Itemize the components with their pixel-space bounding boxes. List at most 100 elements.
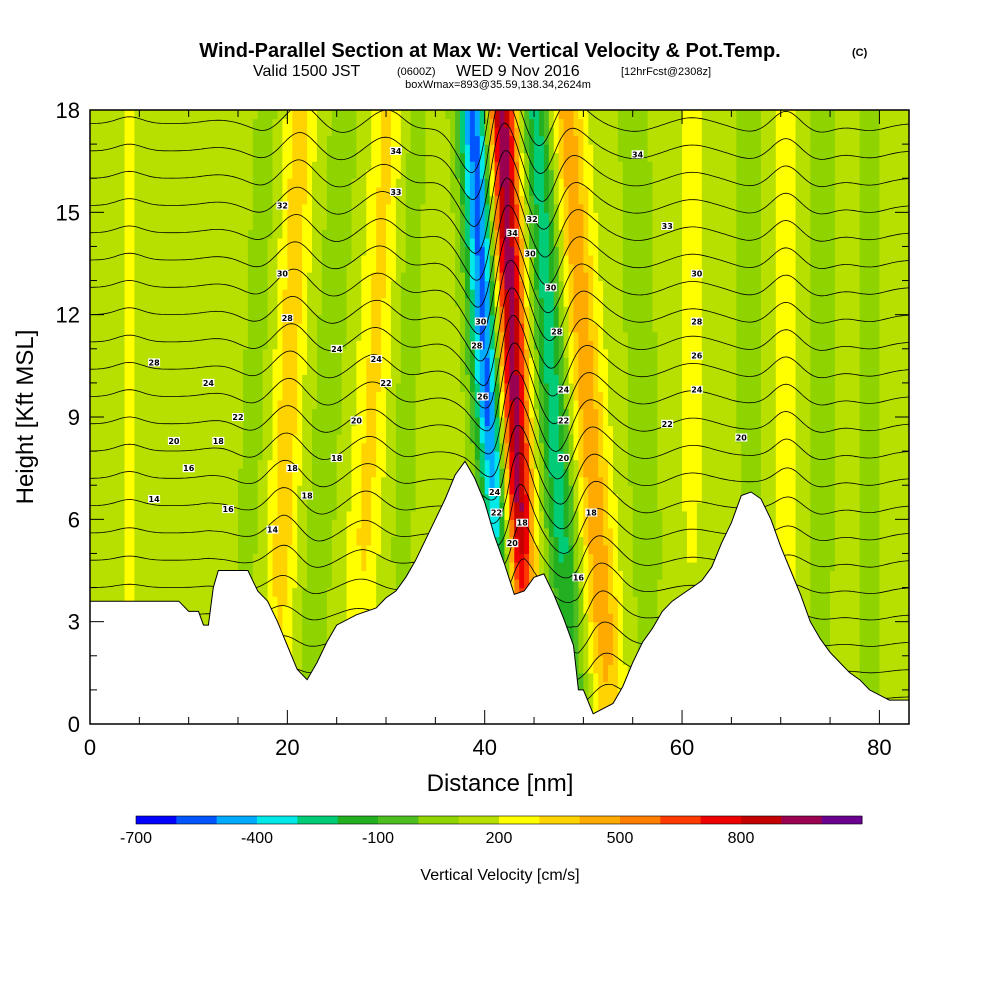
velocity-cell <box>262 135 269 145</box>
velocity-cell <box>144 237 150 248</box>
velocity-cell <box>312 434 318 444</box>
velocity-cell <box>129 468 135 478</box>
velocity-cell <box>104 451 111 461</box>
velocity-cell <box>164 161 170 171</box>
velocity-cell <box>144 485 150 495</box>
velocity-cell <box>277 553 284 563</box>
velocity-cell <box>94 272 101 282</box>
velocity-cell <box>109 391 116 401</box>
velocity-cell <box>420 195 427 205</box>
velocity-cell <box>139 203 145 213</box>
velocity-cell <box>277 527 284 537</box>
velocity-cell <box>361 485 367 495</box>
velocity-cell <box>297 280 303 290</box>
velocity-cell <box>356 587 362 597</box>
velocity-cell <box>386 434 392 444</box>
velocity-cell <box>410 442 417 452</box>
velocity-cell <box>213 357 219 367</box>
velocity-cell <box>376 280 382 290</box>
velocity-cell <box>173 186 180 196</box>
velocity-cell <box>94 493 101 503</box>
velocity-cell <box>119 527 126 537</box>
velocity-cell <box>109 186 116 196</box>
velocity-cell <box>134 169 140 179</box>
velocity-cell <box>420 144 427 154</box>
velocity-cell <box>188 604 195 614</box>
velocity-cell <box>168 399 175 410</box>
velocity-cell <box>218 485 224 495</box>
velocity-cell <box>183 493 190 503</box>
velocity-cell <box>381 451 387 461</box>
velocity-cell <box>193 476 200 486</box>
velocity-cell <box>213 527 219 537</box>
velocity-cell <box>257 289 264 299</box>
velocity-cell <box>257 365 264 375</box>
velocity-cell <box>287 246 293 256</box>
velocity-cell <box>336 306 343 316</box>
velocity-cell <box>109 118 116 128</box>
velocity-cell <box>361 254 367 265</box>
velocity-cell <box>312 135 318 145</box>
velocity-cell <box>292 118 298 128</box>
velocity-cell <box>307 468 313 478</box>
velocity-cell <box>193 289 200 299</box>
velocity-cell <box>371 468 377 478</box>
velocity-cell <box>316 323 323 333</box>
velocity-cell <box>168 596 175 606</box>
velocity-cell <box>129 237 135 248</box>
velocity-cell <box>149 399 155 410</box>
velocity-cell <box>183 110 190 120</box>
velocity-cell <box>336 510 343 520</box>
velocity-cell <box>376 391 382 401</box>
velocity-cell <box>94 365 101 375</box>
velocity-cell <box>405 544 412 555</box>
velocity-cell <box>336 203 343 213</box>
velocity-cell <box>208 425 214 435</box>
velocity-cell <box>198 263 205 273</box>
velocity-cell <box>257 118 264 128</box>
velocity-cell <box>366 195 372 205</box>
velocity-cell <box>129 553 135 563</box>
velocity-cell <box>272 417 279 427</box>
velocity-cell <box>302 135 308 145</box>
velocity-cell <box>356 391 362 401</box>
velocity-cell <box>341 553 348 563</box>
velocity-cell <box>366 425 372 435</box>
velocity-cell <box>336 161 343 171</box>
velocity-cell <box>114 144 121 154</box>
velocity-cell <box>203 408 210 418</box>
velocity-cell <box>292 425 298 435</box>
velocity-cell <box>208 417 214 427</box>
velocity-cell <box>247 263 254 273</box>
velocity-cell <box>282 229 288 239</box>
velocity-cell <box>277 604 284 614</box>
velocity-cell <box>381 434 387 444</box>
velocity-cell <box>223 135 229 145</box>
velocity-cell <box>178 169 185 179</box>
velocity-cell <box>134 263 140 273</box>
velocity-cell <box>173 161 180 171</box>
velocity-cell <box>193 468 200 478</box>
velocity-cell <box>381 306 387 316</box>
velocity-cell <box>326 203 333 213</box>
velocity-cell <box>331 118 338 128</box>
velocity-cell <box>297 246 303 256</box>
velocity-cell <box>90 510 96 520</box>
velocity-cell <box>307 519 313 529</box>
velocity-cell <box>267 144 274 154</box>
velocity-cell <box>213 485 219 495</box>
velocity-cell <box>351 220 358 230</box>
velocity-cell <box>168 229 175 239</box>
velocity-cell <box>405 451 412 461</box>
velocity-cell <box>262 178 269 188</box>
velocity-cell <box>282 587 288 597</box>
velocity-cell <box>188 485 195 495</box>
velocity-cell <box>336 331 343 341</box>
velocity-cell <box>252 195 259 205</box>
velocity-cell <box>124 195 131 205</box>
velocity-cell <box>188 570 195 580</box>
velocity-cell <box>386 314 392 324</box>
velocity-cell <box>193 493 200 503</box>
velocity-cell <box>223 110 229 120</box>
velocity-cell <box>129 127 135 137</box>
